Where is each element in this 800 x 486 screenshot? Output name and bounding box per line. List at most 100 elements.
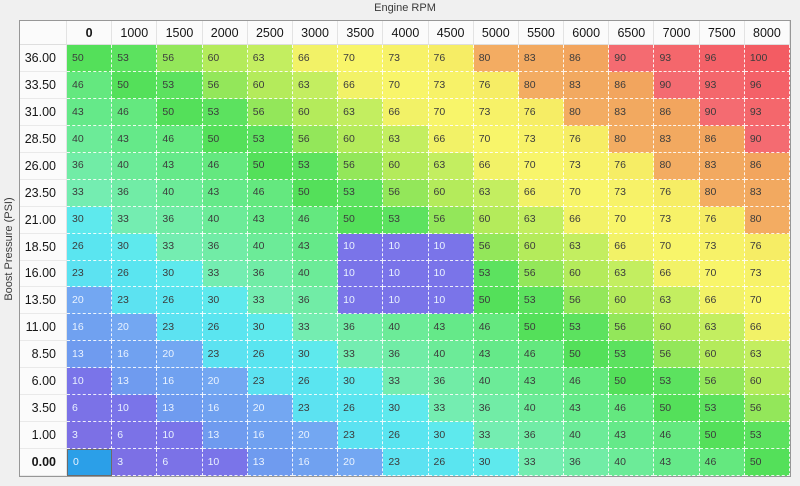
table-cell[interactable]: 50	[564, 341, 610, 369]
table-cell[interactable]: 36	[473, 395, 519, 423]
table-cell[interactable]: 26	[338, 395, 384, 423]
table-cell[interactable]: 60	[383, 152, 429, 180]
table-cell[interactable]: 10	[428, 260, 474, 288]
table-cell[interactable]: 66	[744, 314, 790, 342]
table-cell[interactable]: 50	[202, 125, 248, 153]
table-cell[interactable]: 10	[157, 422, 203, 450]
table-cell[interactable]: 53	[564, 314, 610, 342]
table-cell[interactable]: 43	[247, 206, 293, 234]
table-cell[interactable]: 10	[338, 260, 384, 288]
table-cell[interactable]: 70	[609, 206, 655, 234]
table-cell[interactable]: 30	[292, 341, 339, 369]
table-cell[interactable]: 53	[383, 206, 429, 234]
table-cell[interactable]: 30	[157, 260, 203, 288]
table-cell[interactable]: 40	[609, 449, 655, 476]
table-cell[interactable]: 13	[202, 422, 248, 450]
table-cell[interactable]: 16	[292, 449, 339, 476]
table-cell[interactable]: 70	[473, 125, 519, 153]
table-cell[interactable]: 56	[383, 179, 429, 207]
table-cell[interactable]: 3	[112, 449, 158, 476]
table-cell[interactable]: 73	[428, 71, 474, 99]
table-cell[interactable]: 73	[609, 179, 655, 207]
table-cell[interactable]: 56	[202, 71, 248, 99]
col-header-6500[interactable]: 6500	[609, 21, 655, 45]
table-cell[interactable]: 53	[112, 45, 158, 72]
table-cell[interactable]: 70	[383, 71, 429, 99]
table-cell[interactable]: 90	[699, 98, 745, 126]
table-cell[interactable]: 73	[564, 152, 610, 180]
table-cell[interactable]: 23	[292, 395, 339, 423]
table-cell[interactable]: 63	[699, 314, 745, 342]
table-cell[interactable]: 53	[518, 287, 565, 315]
table-cell[interactable]: 100	[744, 45, 790, 72]
table-cell[interactable]: 33	[338, 341, 384, 369]
table-cell[interactable]: 26	[112, 260, 158, 288]
table-cell[interactable]: 23	[157, 314, 203, 342]
table-cell[interactable]: 80	[609, 125, 655, 153]
table-cell[interactable]: 86	[699, 125, 745, 153]
table-cell[interactable]: 40	[67, 125, 113, 153]
table-cell[interactable]: 56	[157, 45, 203, 72]
table-cell[interactable]: 6	[67, 395, 113, 423]
table-cell[interactable]: 50	[247, 152, 293, 180]
table-cell[interactable]: 20	[112, 314, 158, 342]
table-cell[interactable]: 43	[654, 449, 700, 476]
table-cell[interactable]: 46	[247, 179, 293, 207]
table-cell[interactable]: 33	[247, 287, 293, 315]
table-cell[interactable]: 20	[202, 368, 248, 396]
table-cell[interactable]: 10	[202, 449, 248, 476]
table-cell[interactable]: 13	[67, 341, 113, 369]
table-cell[interactable]: 26	[67, 233, 113, 261]
table-cell[interactable]: 40	[564, 422, 610, 450]
table-cell[interactable]: 76	[699, 206, 745, 234]
row-header-36.00[interactable]: 36.00	[20, 45, 67, 72]
table-cell[interactable]: 26	[202, 314, 248, 342]
col-header-7500[interactable]: 7500	[699, 21, 745, 45]
table-cell[interactable]: 10	[338, 233, 384, 261]
table-cell[interactable]: 50	[518, 314, 565, 342]
table-cell[interactable]: 53	[744, 422, 790, 450]
table-cell[interactable]: 50	[609, 368, 655, 396]
table-cell[interactable]: 66	[428, 125, 474, 153]
table-cell[interactable]: 56	[473, 233, 519, 261]
table-cell[interactable]: 76	[428, 45, 474, 72]
table-cell[interactable]: 73	[518, 125, 565, 153]
table-cell[interactable]: 93	[699, 71, 745, 99]
table-cell[interactable]: 83	[699, 152, 745, 180]
table-cell[interactable]: 76	[518, 98, 565, 126]
table-cell[interactable]: 46	[699, 449, 745, 476]
table-cell[interactable]: 13	[157, 395, 203, 423]
table-cell[interactable]: 83	[564, 71, 610, 99]
table-cell[interactable]: 50	[338, 206, 384, 234]
table-cell[interactable]: 13	[112, 368, 158, 396]
table-cell[interactable]: 70	[564, 179, 610, 207]
table-cell[interactable]: 30	[428, 422, 474, 450]
row-header-6.00[interactable]: 6.00	[20, 368, 67, 396]
table-cell[interactable]: 43	[202, 179, 248, 207]
table-cell[interactable]: 60	[338, 125, 384, 153]
table-cell[interactable]: 30	[383, 395, 429, 423]
table-cell[interactable]: 56	[744, 395, 790, 423]
table-cell[interactable]: 10	[338, 287, 384, 315]
table-cell[interactable]: 33	[202, 260, 248, 288]
table-cell[interactable]: 33	[292, 314, 339, 342]
table-cell[interactable]: 70	[699, 260, 745, 288]
table-cell[interactable]: 90	[609, 45, 655, 72]
table-cell[interactable]: 73	[383, 45, 429, 72]
table-cell[interactable]: 43	[157, 152, 203, 180]
table-cell[interactable]: 26	[157, 287, 203, 315]
table-cell[interactable]: 43	[473, 341, 519, 369]
table-cell[interactable]: 30	[112, 233, 158, 261]
table-cell[interactable]: 56	[654, 341, 700, 369]
col-header-4000[interactable]: 4000	[383, 21, 429, 45]
table-cell[interactable]: 63	[473, 179, 519, 207]
table-cell[interactable]: 36	[67, 152, 113, 180]
row-header-0.00[interactable]: 0.00	[20, 449, 67, 476]
table-cell[interactable]: 80	[654, 152, 700, 180]
table-cell[interactable]: 50	[699, 422, 745, 450]
table-cell[interactable]: 53	[473, 260, 519, 288]
table-cell[interactable]: 60	[699, 341, 745, 369]
row-header-28.50[interactable]: 28.50	[20, 125, 67, 153]
table-cell[interactable]: 56	[338, 152, 384, 180]
table-cell[interactable]: 3	[67, 422, 113, 450]
